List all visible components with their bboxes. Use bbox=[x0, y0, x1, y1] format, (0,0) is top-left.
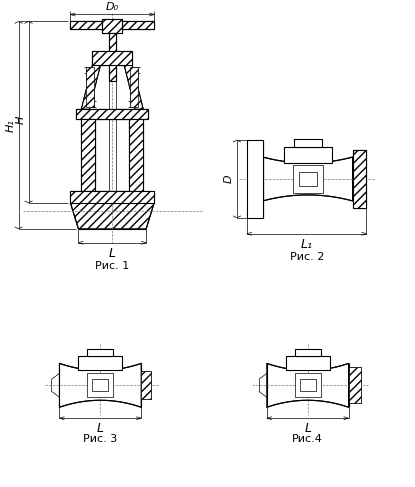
Polygon shape bbox=[93, 51, 132, 65]
Text: Рис. 1: Рис. 1 bbox=[95, 261, 129, 271]
Bar bbox=[295, 350, 321, 356]
Bar bbox=[88, 374, 113, 397]
Polygon shape bbox=[103, 19, 122, 34]
Bar bbox=[141, 372, 151, 399]
Polygon shape bbox=[267, 363, 349, 407]
Bar bbox=[286, 356, 330, 370]
Polygon shape bbox=[86, 67, 94, 107]
Text: L: L bbox=[304, 422, 311, 435]
Polygon shape bbox=[263, 157, 353, 201]
Polygon shape bbox=[71, 203, 154, 229]
Text: D: D bbox=[224, 175, 234, 183]
Polygon shape bbox=[129, 119, 143, 191]
Bar bbox=[78, 356, 122, 370]
Bar bbox=[293, 165, 322, 193]
Bar bbox=[353, 150, 366, 208]
Polygon shape bbox=[109, 34, 116, 81]
Bar bbox=[295, 374, 321, 397]
Text: H: H bbox=[16, 116, 26, 124]
Polygon shape bbox=[81, 65, 100, 109]
Bar bbox=[294, 139, 322, 147]
Text: Рис. 2: Рис. 2 bbox=[290, 252, 325, 262]
Polygon shape bbox=[122, 21, 154, 29]
Polygon shape bbox=[130, 67, 138, 107]
Bar bbox=[284, 147, 332, 163]
Bar bbox=[349, 367, 361, 403]
Text: Рис. 3: Рис. 3 bbox=[83, 434, 117, 444]
Text: H₁: H₁ bbox=[6, 119, 16, 131]
Polygon shape bbox=[71, 21, 103, 29]
Polygon shape bbox=[81, 119, 95, 191]
Bar bbox=[300, 379, 316, 391]
Bar bbox=[93, 379, 108, 391]
Text: Рис.4: Рис.4 bbox=[292, 434, 323, 444]
Polygon shape bbox=[76, 109, 148, 119]
Polygon shape bbox=[124, 65, 143, 109]
Text: L₁: L₁ bbox=[301, 238, 312, 251]
Polygon shape bbox=[59, 363, 141, 407]
Text: D₀: D₀ bbox=[106, 2, 119, 13]
Text: L: L bbox=[97, 422, 104, 435]
Bar bbox=[88, 350, 113, 356]
Polygon shape bbox=[71, 191, 154, 203]
Bar bbox=[247, 140, 263, 218]
Text: L: L bbox=[109, 247, 116, 260]
Bar bbox=[299, 172, 317, 186]
